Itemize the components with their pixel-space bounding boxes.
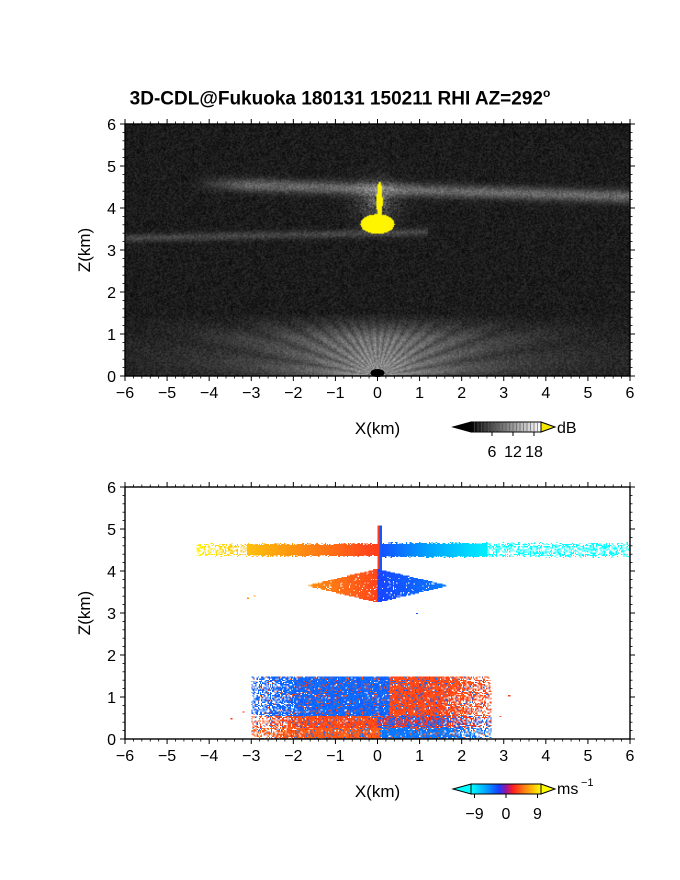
y-tick-label: 4 [107,564,116,581]
x-axis-label: X(km) [355,419,400,438]
x-axis-label: X(km) [355,782,400,801]
axes: −6 −5 −4 −3 −2 −1 0 1 2 3 4 5 6 0 1 2 3 4 5 6 X(km) Z(km) [75,117,635,438]
x-tick-label: −1 [326,748,344,765]
y-tick-label: 5 [107,522,116,539]
x-tick-label: −1 [326,385,344,402]
colorbar-tick-label: 12 [504,444,522,461]
x-tick-label: 1 [415,748,424,765]
backscatter-colorbar: 6 12 18 dB [451,420,577,461]
colorbar-tick-label: 9 [533,806,542,823]
y-axis-label: Z(km) [75,591,94,635]
y-tick-label: 2 [107,648,116,665]
colorbar-tick-label: −9 [465,806,483,823]
x-tick-label: 0 [373,385,382,402]
y-tick-label: 0 [107,732,116,749]
colorbar-tick-label: 18 [525,444,543,461]
x-tick-label: 3 [499,748,508,765]
y-tick-label: 3 [107,606,116,623]
colorbar-high-arrow [540,783,557,795]
x-tick-label: 6 [626,385,635,402]
x-tick-label: 5 [583,748,592,765]
x-tick-label: −2 [284,385,302,402]
colorbar-body [470,783,542,795]
colorbar-tick-label: 6 [488,444,497,461]
x-tick-label: −6 [116,385,134,402]
x-tick-label: −3 [242,748,260,765]
y-tick-label: 4 [107,201,116,218]
x-tick-label: 3 [499,385,508,402]
y-tick-label: 2 [107,285,116,302]
colorbar-unit: dB [557,420,577,437]
x-tick-label: 5 [583,385,592,402]
y-tick-label: 6 [107,480,116,497]
colorbar-unit-exponent: −1 [581,777,594,789]
chart-title: 3D-CDL@Fukuoka 180131 150211 RHI AZ=292o [129,86,551,110]
x-tick-label: 4 [541,385,550,402]
x-tick-label: −5 [158,385,176,402]
backscatter-image [125,124,630,376]
y-tick-label: 3 [107,243,116,260]
y-axis-label: Z(km) [75,228,94,272]
x-tick-label: −2 [284,748,302,765]
y-tick-label: 6 [107,117,116,134]
y-tick-label: 0 [107,369,116,386]
x-tick-label: 4 [541,748,550,765]
colorbar-unit: ms [557,781,578,798]
colorbar-low-arrow [451,783,472,795]
axes: −6 −5 −4 −3 −2 −1 0 1 2 3 4 5 6 0 1 2 3 4 5 6 X(km) Z(km) [75,480,635,801]
velocity-image [125,487,630,739]
x-tick-label: −4 [200,385,218,402]
x-tick-label: 1 [415,385,424,402]
x-tick-label: −4 [200,748,218,765]
x-tick-label: −6 [116,748,134,765]
x-tick-label: 2 [457,385,466,402]
colorbar-tick-label: 0 [502,806,511,823]
lidar-site-marker [370,369,385,377]
x-tick-label: 0 [373,748,382,765]
x-tick-label: 2 [457,748,466,765]
x-tick-label: −5 [158,748,176,765]
y-tick-label: 1 [107,690,116,707]
y-tick-label: 5 [107,159,116,176]
x-tick-label: −3 [242,385,260,402]
y-tick-label: 1 [107,327,116,344]
x-tick-label: 6 [626,748,635,765]
velocity-colorbar: −9 0 9 ms −1 [451,777,594,823]
colorbar-high-arrow [540,421,557,433]
